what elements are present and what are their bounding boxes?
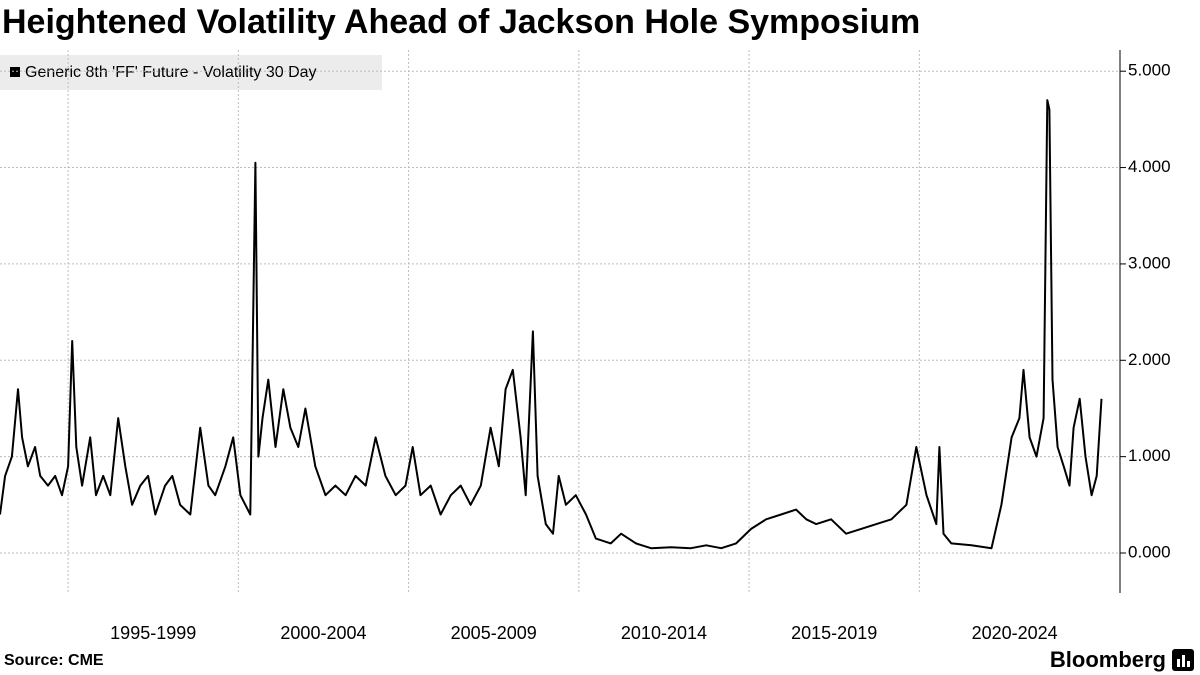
brand-icon [1172,649,1194,671]
x-period-label: 2015-2019 [791,623,877,643]
brand: Bloomberg [1050,647,1166,672]
x-period-label: 2005-2009 [451,623,537,643]
y-tick-label: 1.000 [1128,446,1171,465]
y-tick-label: 3.000 [1128,253,1171,272]
y-tick-label: 4.000 [1128,157,1171,176]
y-tick-label: 5.000 [1128,61,1171,80]
source: Source: CME [4,652,104,669]
x-period-label: 2020-2024 [972,623,1058,643]
y-tick-label: 2.000 [1128,350,1171,369]
series-line [0,99,1103,550]
legend-label: Generic 8th 'FF' Future - Volatility 30 … [25,64,317,81]
legend-box [0,55,382,90]
x-period-label: 2010-2014 [621,623,707,643]
y-tick-label: 0.000 [1128,542,1171,561]
chart-title: Heightened Volatility Ahead of Jackson H… [2,3,920,41]
x-period-label: 2000-2004 [280,623,366,643]
legend-swatch [10,67,20,77]
x-period-label: 1995-1999 [110,623,196,643]
